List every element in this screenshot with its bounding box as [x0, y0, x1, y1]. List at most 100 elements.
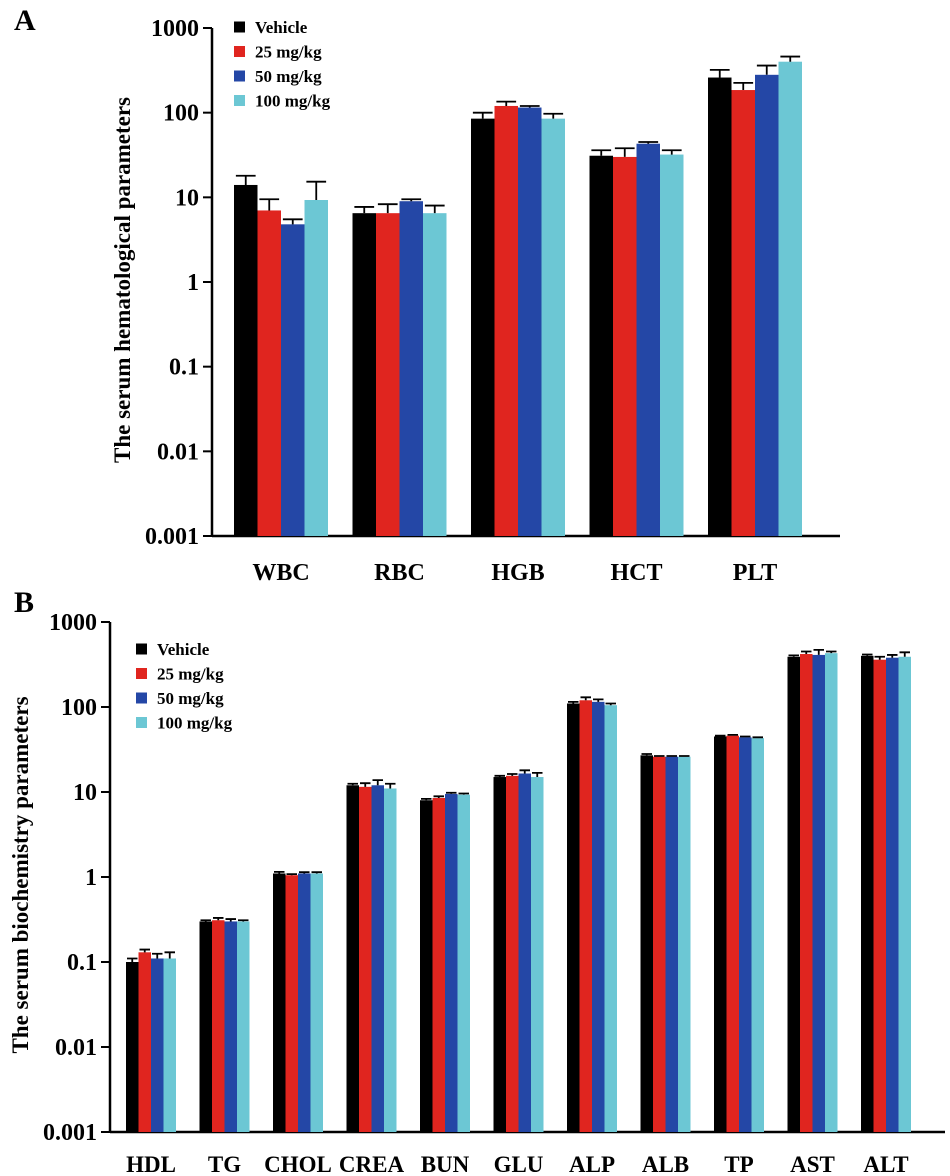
panel-a-legend-label: Vehicle [255, 18, 308, 37]
panel-b-error-bar-alb-1 [654, 755, 665, 757]
panel-b-bar-alt-3 [898, 656, 911, 1132]
panel-a-error-bar-wbc-3 [306, 180, 327, 201]
panel-b-bar-alt-2 [886, 657, 899, 1132]
panel-a-x-tick-label: RBC [374, 560, 425, 586]
panel-b-legend-label: Vehicle [157, 640, 210, 659]
panel-b-bar-tp-0 [714, 736, 727, 1132]
panel-b-y-tick-label: 1 [85, 865, 97, 891]
panel-b-error-bar-tg-2 [225, 918, 236, 922]
panel-a-bar-plt-0 [708, 77, 732, 536]
panel-b-y-ticks: 0.001 0.01 0.1 1 10 100 1000 [43, 610, 110, 1146]
panel-b-error-bar-alb-3 [679, 755, 690, 757]
panel-b-bar-alp-3 [604, 705, 617, 1132]
panel-a-error-bar-hct-1 [614, 147, 635, 157]
panel-b-chart: B The serum biochemistry parameters 0.00… [8, 586, 945, 1176]
panel-a-bar-rbc-2 [399, 201, 423, 537]
panel-b-error-bar-tp-0 [715, 734, 726, 737]
panel-a-x-tick-labels: WBC RBC HGB HCT PLT [252, 560, 777, 586]
panel-b-error-bar-bun-0 [421, 797, 432, 801]
panel-a-bar-wbc-2 [281, 224, 305, 536]
panel-b-legend-swatch [136, 668, 147, 679]
panel-a-y-tick-label: 0.01 [157, 439, 199, 465]
panel-b-error-bar-alp-0 [568, 700, 579, 704]
panel-b-error-bar-alt-1 [874, 655, 885, 660]
panel-b-bar-alb-1 [653, 756, 666, 1132]
panel-b-error-bar-alp-1 [580, 696, 591, 701]
panel-b-error-bar-alt-0 [862, 653, 873, 656]
panel-b-error-bar-tp-1 [727, 733, 738, 736]
panel-b-bar-chol-1 [285, 875, 298, 1132]
panel-b-x-tick-label: ALT [863, 1152, 908, 1176]
panel-b-error-bar-crea-3 [385, 782, 396, 789]
panel-b-bar-tg-3 [237, 921, 250, 1132]
panel-b-x-tick-label: CREA [339, 1152, 405, 1176]
panel-a-error-bar-hgb-2 [519, 105, 540, 108]
panel-a-bar-hgb-3 [541, 118, 565, 537]
panel-b-bar-hdl-3 [163, 958, 176, 1132]
panel-b-bar-ast-3 [825, 653, 838, 1132]
panel-a-bars [234, 61, 802, 537]
panel-b-error-bar-glu-2 [519, 769, 530, 774]
panel-b-error-bar-ast-3 [826, 650, 837, 654]
panel-b-y-axis-title: The serum biochemistry parameters [8, 696, 33, 1053]
panel-b-error-bar-alp-3 [605, 702, 616, 706]
panel-a-legend-label: 50 mg/kg [255, 67, 322, 86]
panel-b-error-bar-bun-3 [458, 792, 469, 795]
panel-b-bar-hdl-1 [138, 952, 151, 1132]
panel-b-bar-glu-2 [518, 773, 531, 1132]
panel-a-error-bar-hct-2 [638, 141, 659, 144]
panel-b-bar-ast-0 [787, 656, 800, 1132]
panel-b-x-tick-labels: HDL TG CHOL CREA BUN GLU ALP ALB TP AST ALT [126, 1152, 909, 1176]
panel-b-bar-chol-3 [310, 873, 323, 1132]
panel-a-error-bar-rbc-2 [401, 198, 422, 202]
panel-b-bar-glu-0 [493, 777, 506, 1132]
panel-b-bar-tg-1 [212, 920, 225, 1132]
panel-b-error-bar-alb-2 [666, 755, 677, 757]
panel-b-error-bar-glu-1 [507, 773, 518, 776]
panel-b-y-tick-label: 100 [61, 695, 97, 721]
panel-a-label: A [14, 4, 36, 37]
panel-b-y-tick-label: 0.01 [55, 1035, 97, 1061]
panel-a-y-tick-label: 1 [187, 270, 199, 296]
panel-b-bar-ast-1 [800, 654, 813, 1132]
panel-b-x-tick-label: ALB [642, 1152, 689, 1176]
panel-a-error-bar-hct-0 [591, 149, 612, 156]
panel-b-bar-alp-0 [567, 703, 580, 1132]
panel-a-y-tick-label: 0.001 [145, 524, 199, 550]
panel-b-error-bar-tg-1 [213, 917, 224, 921]
panel-a-error-bar-plt-3 [780, 55, 801, 62]
panel-a-bar-hct-3 [660, 154, 684, 536]
panel-a-bar-plt-2 [755, 74, 779, 537]
panel-b-error-bar-hdl-0 [127, 957, 138, 962]
panel-b-bar-alt-1 [873, 659, 886, 1132]
panel-a-chart: A The serum hematological parameters 0.0… [14, 4, 840, 586]
panel-b-error-bar-hdl-2 [152, 952, 163, 959]
panel-a-x-tick-label: HGB [491, 560, 544, 586]
panel-b-bar-bun-1 [432, 797, 445, 1132]
panel-b-legend-label: 100 mg/kg [157, 714, 233, 733]
panel-a-bar-plt-1 [731, 90, 755, 536]
panel-b-y-tick-label: 0.1 [67, 950, 97, 976]
panel-b-bar-alp-1 [579, 700, 592, 1132]
panel-b-legend: Vehicle 25 mg/kg 50 mg/kg 100 mg/kg [136, 640, 233, 733]
panel-b-bar-tp-2 [739, 737, 752, 1132]
panel-b-error-bar-hdl-3 [164, 951, 175, 959]
panel-b-legend-label: 25 mg/kg [157, 665, 224, 684]
panel-b-y-tick-label: 10 [73, 780, 97, 806]
panel-b-bar-ast-2 [812, 654, 825, 1132]
panel-b-bar-alt-0 [861, 655, 874, 1132]
panel-b-error-bar-crea-1 [360, 782, 371, 787]
panel-b-bar-hdl-2 [151, 958, 164, 1132]
panel-a-bar-hct-1 [613, 156, 637, 536]
panel-b-bar-hdl-0 [126, 962, 139, 1132]
panel-b-bar-chol-2 [298, 873, 311, 1132]
panel-a-error-bar-wbc-2 [282, 218, 303, 225]
panel-a-error-bar-hgb-1 [496, 100, 517, 106]
panel-a-error-bar-plt-0 [709, 68, 730, 78]
panel-b-error-bar-crea-2 [372, 779, 383, 786]
panel-b-error-bar-ast-0 [788, 654, 799, 657]
panel-a-y-tick-label: 10 [175, 185, 199, 211]
panel-a-legend: Vehicle 25 mg/kg 50 mg/kg 100 mg/kg [234, 18, 331, 111]
panel-b-x-tick-label: TG [208, 1152, 241, 1176]
panel-b-error-bar-tp-3 [752, 736, 763, 739]
